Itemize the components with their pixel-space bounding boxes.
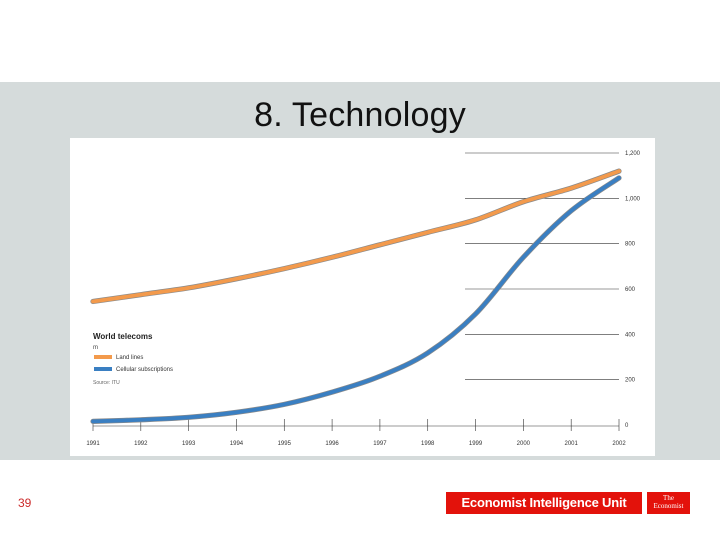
x-tick-label: 1997 [373,441,387,447]
data-point [92,420,94,423]
series-line-1 [91,176,621,424]
data-point [331,391,333,393]
data-point [522,200,525,203]
data-point [283,267,286,270]
x-tick-label: 1996 [325,441,339,447]
data-point [618,170,620,172]
x-tick-label: 1994 [230,441,244,447]
economist-logo-line2: Economist [653,502,684,510]
data-point [618,177,620,179]
data-point [92,300,94,303]
data-point [426,352,429,354]
economist-logo-line1: The [663,494,674,502]
data-point [140,293,142,296]
chart-source: Source: ITU [93,380,120,386]
x-tick-label: 1999 [469,441,483,447]
data-point [235,411,238,414]
legend-label-land-lines: Land lines [116,355,143,361]
page-number: 39 [18,496,32,510]
chart-unit: m [93,345,98,351]
x-tick-label: 1992 [134,441,148,447]
data-point [379,375,381,378]
world-telecoms-chart: 0 200 400 600 800 1,000 1,200 1991 1992 1993 1994 1… [86,151,640,447]
data-point [474,219,477,221]
data-point [570,187,572,189]
x-tick-label: 2000 [517,441,531,447]
chart-panel: 0 200 400 600 800 1,000 1,200 1991 1992 1993 1994 1… [70,138,655,456]
legend: World telecoms m Land lines Cellular sub… [93,332,173,386]
x-tick-label: 2001 [565,441,579,447]
y-tick-label: 400 [625,332,636,338]
chart-title: World telecoms [93,332,153,341]
x-tick-label: 1998 [421,441,435,447]
legend-label-cellular: Cellular subscriptions [116,367,173,373]
eiu-logo: Economist Intelligence Unit [446,492,642,514]
data-point [187,287,190,289]
slide-title: 8. Technology [254,96,466,134]
economist-logo: The Economist [647,492,690,514]
data-point [474,313,477,315]
data-point [570,210,572,212]
data-point [379,244,381,246]
y-tick-label: 1,200 [625,151,641,157]
x-tick-label: 1991 [86,441,100,447]
data-point [283,403,286,406]
series-line-0 [91,169,621,304]
data-point [187,416,190,419]
data-point [522,256,525,259]
data-point [331,256,333,259]
y-tick-label: 600 [625,287,636,293]
data-point [140,418,142,421]
y-tick-label: 1,000 [625,196,641,202]
x-tick-label: 2002 [612,441,626,447]
y-tick-label: 0 [625,423,629,429]
data-point [426,231,429,234]
series-layer [90,168,622,424]
y-tick-label: 200 [625,378,636,384]
x-tick-label: 1995 [278,441,292,447]
data-point [235,278,238,280]
grid-layer: 0 200 400 600 800 1,000 1,200 1991 1992 1993 1994 1… [86,151,640,447]
x-tick-label: 1993 [182,441,196,447]
y-tick-label: 800 [625,242,636,248]
